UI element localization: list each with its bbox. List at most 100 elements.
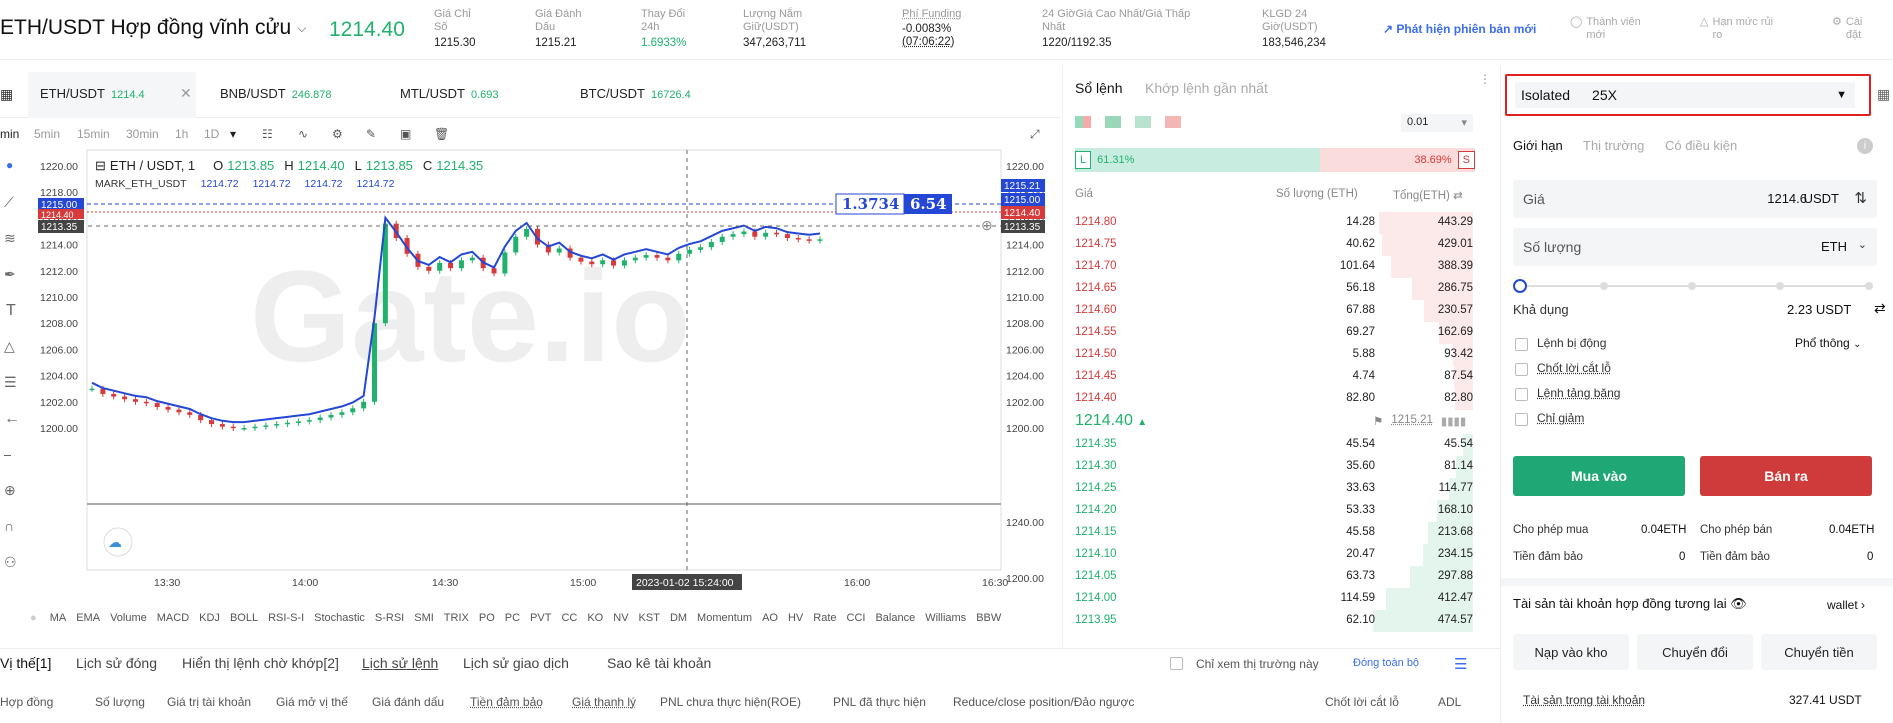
tab-btc-usdt[interactable]: BTC/USDT 16726.4 <box>580 86 691 101</box>
indicator-bbw[interactable]: BBW <box>976 612 1001 624</box>
caret-down-icon[interactable]: ▾ <box>230 127 236 141</box>
filter-icon[interactable]: ☰ <box>1454 655 1467 673</box>
asks-row[interactable]: 1214.65 56.18 286.75 <box>1063 278 1483 300</box>
close-icon[interactable]: ✕ <box>180 85 192 102</box>
bids-row[interactable]: 1214.05 63.73 297.88 <box>1063 566 1483 588</box>
convert-button[interactable]: Chuyển đổi <box>1637 634 1753 670</box>
quantity-input[interactable]: Số lượng ETH ⌄ <box>1513 228 1877 266</box>
tab-eth-usdt[interactable]: ETH/USDT 1214.4 ✕ <box>28 72 196 118</box>
indicator-volume[interactable]: Volume <box>110 612 147 624</box>
indicator-pvt[interactable]: PVT <box>530 612 551 624</box>
trash-icon[interactable]: 🗑 <box>434 127 449 141</box>
cloud-icon[interactable]: ☁ <box>104 528 132 556</box>
indicator-kst[interactable]: KST <box>639 612 660 624</box>
indicator-macd[interactable]: MACD <box>157 612 189 624</box>
indicator-williams[interactable]: Williams <box>925 612 966 624</box>
tab-order-book[interactable]: Sổ lệnh <box>1075 80 1122 96</box>
indicator-ema[interactable]: EMA <box>76 612 100 624</box>
indicator-ko[interactable]: KO <box>587 612 603 624</box>
new-version-link[interactable]: ↗ Phát hiện phiên bản mới <box>1383 22 1536 36</box>
candle-type-icon[interactable]: ☷ <box>262 127 273 141</box>
bids-row[interactable]: 1214.00 114.59 412.47 <box>1063 588 1483 610</box>
indicator-momentum[interactable]: Momentum <box>697 612 752 624</box>
settings-link[interactable]: ⚙ Cài đặt <box>1832 16 1862 42</box>
indicator-balance[interactable]: Balance <box>875 612 915 624</box>
grid-icon[interactable]: ▦ <box>0 86 13 103</box>
indicator-ma[interactable]: MA <box>50 612 67 624</box>
tp-sl-checkbox[interactable] <box>1515 363 1528 376</box>
indicator-nv[interactable]: NV <box>613 612 628 624</box>
risk-limit-link[interactable]: △ Hạn mức rủi ro <box>1700 16 1773 42</box>
bids-row[interactable]: 1214.10 20.47 234.15 <box>1063 544 1483 566</box>
iceberg-checkbox[interactable] <box>1515 388 1528 401</box>
indicator-cci[interactable]: CCI <box>847 612 866 624</box>
tf-30min[interactable]: 30min <box>126 127 159 141</box>
margin-leverage-box[interactable]: Isolated 25X ▼ <box>1505 74 1871 116</box>
tab-mtl-usdt[interactable]: MTL/USDT 0.693 <box>400 86 499 101</box>
indicator-rate[interactable]: Rate <box>813 612 836 624</box>
wallet-link[interactable]: wallet › <box>1827 598 1865 612</box>
tab-limit[interactable]: Giới hạn <box>1513 138 1563 153</box>
bids-row[interactable]: 1214.15 45.58 213.68 <box>1063 522 1483 544</box>
indicator-ao[interactable]: AO <box>762 612 778 624</box>
bids-only-icon[interactable] <box>1135 116 1151 128</box>
both-view-icon[interactable] <box>1075 116 1091 128</box>
bids-view-icon[interactable] <box>1105 116 1121 128</box>
asks-row[interactable]: 1214.70 101.64 388.39 <box>1063 256 1483 278</box>
fullscreen-icon[interactable]: ⤢ <box>1030 127 1040 142</box>
calculator-icon[interactable]: ▦ <box>1877 86 1890 103</box>
margin-mode[interactable]: Isolated <box>1521 87 1570 103</box>
indicator-s-rsi[interactable]: S-RSI <box>375 612 404 624</box>
scroll-left-icon[interactable]: ● <box>30 612 37 624</box>
tf-15min[interactable]: 15min <box>77 127 110 141</box>
bids-row[interactable]: 1214.30 35.60 81.14 <box>1063 456 1483 478</box>
indicator-smi[interactable]: SMI <box>414 612 434 624</box>
info-icon[interactable]: i <box>1857 138 1873 154</box>
tab-trade-history[interactable]: Lịch sử giao dịch <box>463 655 569 671</box>
chevron-down-icon[interactable]: ⌄ <box>1858 238 1867 251</box>
price-adjust-icon[interactable]: ⇅ <box>1854 189 1867 207</box>
bids-row[interactable]: 1214.35 45.54 45.54 <box>1063 434 1483 456</box>
indicator-dm[interactable]: DM <box>670 612 687 624</box>
passive-order-checkbox[interactable] <box>1515 338 1528 351</box>
tab-positions[interactable]: Vị thế[1] <box>0 655 51 671</box>
asks-only-icon[interactable] <box>1165 116 1181 128</box>
tf-1d[interactable]: 1D <box>204 127 219 141</box>
buy-button[interactable]: Mua vào <box>1513 456 1685 496</box>
tab-market[interactable]: Thị trường <box>1583 138 1644 153</box>
deposit-button[interactable]: Nạp vào kho <box>1513 634 1629 670</box>
asks-row[interactable]: 1214.60 67.88 230.57 <box>1063 300 1483 322</box>
asks-row[interactable]: 1214.80 14.28 443.29 <box>1063 212 1483 234</box>
tab-close-history[interactable]: Lịch sử đóng <box>76 655 157 671</box>
indicator-trix[interactable]: TRIX <box>444 612 469 624</box>
indicator-rsi-s-i[interactable]: RSI-S-I <box>268 612 304 624</box>
tf-5min[interactable]: 5min <box>34 127 60 141</box>
indicator-hv[interactable]: HV <box>788 612 803 624</box>
new-member-link[interactable]: ◯ Thành viên mới <box>1570 16 1641 42</box>
template-icon[interactable]: ✎ <box>366 127 376 141</box>
only-market-checkbox[interactable] <box>1170 657 1183 670</box>
settings-icon[interactable]: ⚙ <box>332 127 343 141</box>
tab-conditional[interactable]: Có điều kiện <box>1665 138 1737 153</box>
funding-fee-stat[interactable]: Phí Funding -0.0083% (07:06:22) <box>902 8 961 49</box>
close-all-button[interactable]: Đóng toàn bộ <box>1353 657 1419 669</box>
indicator-icon[interactable]: ∿ <box>298 127 308 141</box>
mode-select[interactable]: Phổ thông ⌄ <box>1795 336 1861 350</box>
transfer-button[interactable]: Chuyển tiền <box>1761 634 1877 670</box>
indicator-boll[interactable]: BOLL <box>230 612 258 624</box>
indicator-pc[interactable]: PC <box>505 612 520 624</box>
tab-order-history[interactable]: Lịch sử lệnh <box>362 655 438 671</box>
tf-1h[interactable]: 1h <box>175 127 188 141</box>
tab-statement[interactable]: Sao kê tài khoản <box>607 655 711 671</box>
transfer-icon[interactable]: ⇄ <box>1874 300 1886 317</box>
quantity-slider[interactable] <box>1513 279 1877 293</box>
view-mode-icons[interactable] <box>1075 116 1181 128</box>
indicator-cc[interactable]: CC <box>561 612 577 624</box>
sell-button[interactable]: Bán ra <box>1700 456 1872 496</box>
bids-row[interactable]: 1214.25 33.63 114.77 <box>1063 478 1483 500</box>
caret-down-icon[interactable]: ▼ <box>1836 89 1847 101</box>
tf-1min[interactable]: min <box>0 127 19 141</box>
indicator-kdj[interactable]: KDJ <box>199 612 220 624</box>
tab-recent-trades[interactable]: Khớp lệnh gần nhất <box>1145 80 1268 96</box>
asks-row[interactable]: 1214.45 4.74 87.54 <box>1063 366 1483 388</box>
